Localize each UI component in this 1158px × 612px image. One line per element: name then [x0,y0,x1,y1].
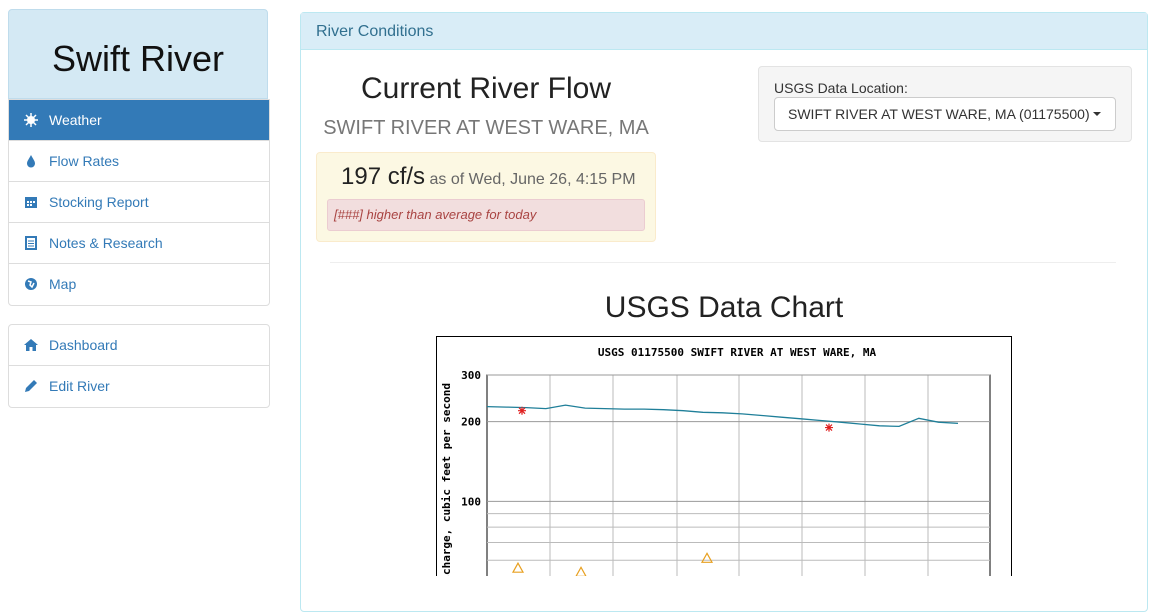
y-tick-label: 300 [461,369,481,382]
location-select[interactable]: SWIFT RIVER AT WEST WARE, MA (01175500) [774,97,1116,131]
nav-primary: Weather Flow Rates Stocking Report Notes… [8,99,270,306]
nav-label: Weather [49,112,102,128]
nav-item[interactable]: Stocking Report [9,182,269,223]
nav-item[interactable]: Weather [9,100,269,141]
nav-label: Map [49,276,77,292]
nav-item[interactable]: Dashboard [9,325,269,366]
chart-title: USGS 01175500 SWIFT RIVER AT WEST WARE, … [598,346,877,359]
y-axis-label: Discharge, cubic feet per second [440,383,453,576]
chart-frame [436,336,1012,576]
page: Swift River Weather Flow Rates Stocking … [8,9,1148,612]
nav-item[interactable]: Edit River [9,366,269,407]
flow-alert: [###] higher than average for today [327,199,645,231]
divider [330,262,1116,263]
nav-label: Edit River [49,378,110,394]
location-label: USGS Data Location: [774,80,908,96]
y-tick-label: 100 [461,495,481,508]
measurement-marker [518,406,526,415]
location-value: SWIFT RIVER AT WEST WARE, MA (01175500) [788,106,1090,122]
nav-label: Notes & Research [49,235,163,251]
nav-label: Dashboard [49,337,118,353]
flow-subtitle: SWIFT RIVER AT WEST WARE, MA [323,117,649,139]
chart-heading: USGS Data Chart [604,291,844,324]
nav-label: Flow Rates [49,153,120,169]
nav-item[interactable]: Map [9,264,269,305]
panel-heading: River Conditions [301,13,1147,50]
usgs-chart: USGS 01175500 SWIFT RIVER AT WEST WARE, … [436,336,1012,576]
flow-value: 197 cf/s [341,163,426,190]
nav-item[interactable]: Flow Rates [9,141,269,182]
nav-label: Stocking Report [49,194,149,210]
location-well: USGS Data Location: SWIFT RIVER AT WEST … [758,66,1132,142]
nav-secondary: Dashboard Edit River [8,324,270,408]
sidebar-title: Swift River [8,9,268,99]
flow-line [486,404,959,428]
flow-time: as of Wed, June 26, 4:15 PM [429,171,636,188]
flow-box: 197 cf/s as of Wed, June 26, 4:15 PM [##… [316,152,656,242]
nav-item[interactable]: Notes & Research [9,223,269,264]
y-tick-label: 200 [461,416,481,429]
measurement-marker [825,423,833,432]
flow-title: Current River Flow [360,72,612,105]
median-marker [700,552,714,563]
